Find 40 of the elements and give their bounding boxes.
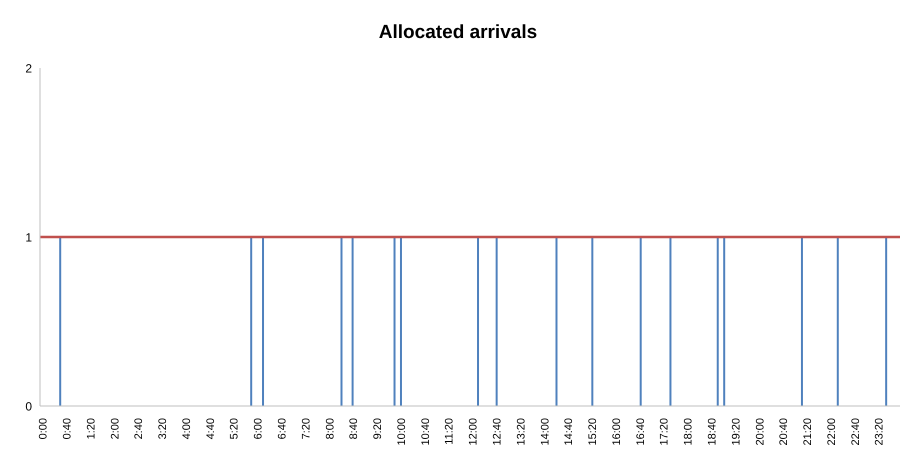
x-tick-label: 22:00 [826,418,838,446]
x-tick-label: 21:20 [802,418,814,446]
x-tick-label: 13:20 [515,418,528,446]
x-tick-label: 0:00 [38,418,50,440]
x-tick-label: 17:20 [658,418,671,446]
x-tick-label: 22:40 [850,418,862,446]
x-tick-label: 4:00 [180,418,193,440]
x-tick-label: 4:40 [204,418,217,440]
x-tick-label: 16:00 [610,418,623,446]
x-tick-label: 5:20 [228,418,241,440]
x-tick-label: 0:40 [61,418,74,440]
x-tick-label: 1:20 [85,418,98,440]
chart-title: Allocated arrivals [378,22,538,44]
x-tick-label: 6:40 [276,418,288,440]
x-tick-label: 8:40 [348,418,360,440]
x-tick-label: 8:00 [324,418,336,440]
x-tick-label: 20:40 [778,418,790,446]
x-tick-label: 14:00 [539,418,552,446]
x-tick-label: 2:40 [133,418,146,440]
x-tick-label: 11:20 [444,418,456,445]
x-tick-label: 16:40 [634,418,647,446]
x-tick-label: 18:00 [682,418,695,446]
y-tick-label: 2 [25,61,32,76]
x-tick-label: 18:40 [706,418,718,446]
x-tick-label: 15:20 [587,418,600,446]
x-tick-label: 19:20 [730,418,742,446]
x-tick-label: 10:40 [420,418,432,446]
x-tick-label: 6:00 [252,418,265,440]
x-tick-label: 9:20 [372,418,384,440]
x-tick-label: 23:20 [874,418,886,446]
x-tick-label: 3:20 [157,418,170,440]
y-tick-label: 1 [25,230,32,244]
x-tick-label: 12:40 [491,418,504,446]
x-tick-label: 12:00 [468,418,480,446]
x-tick-label: 2:00 [109,418,122,440]
y-tick-label: 0 [25,399,32,414]
x-tick-label: 14:40 [563,418,576,446]
x-tick-label: 10:00 [396,418,408,446]
x-tick-label: 20:00 [754,418,766,446]
x-tick-label: 7:20 [300,418,312,440]
